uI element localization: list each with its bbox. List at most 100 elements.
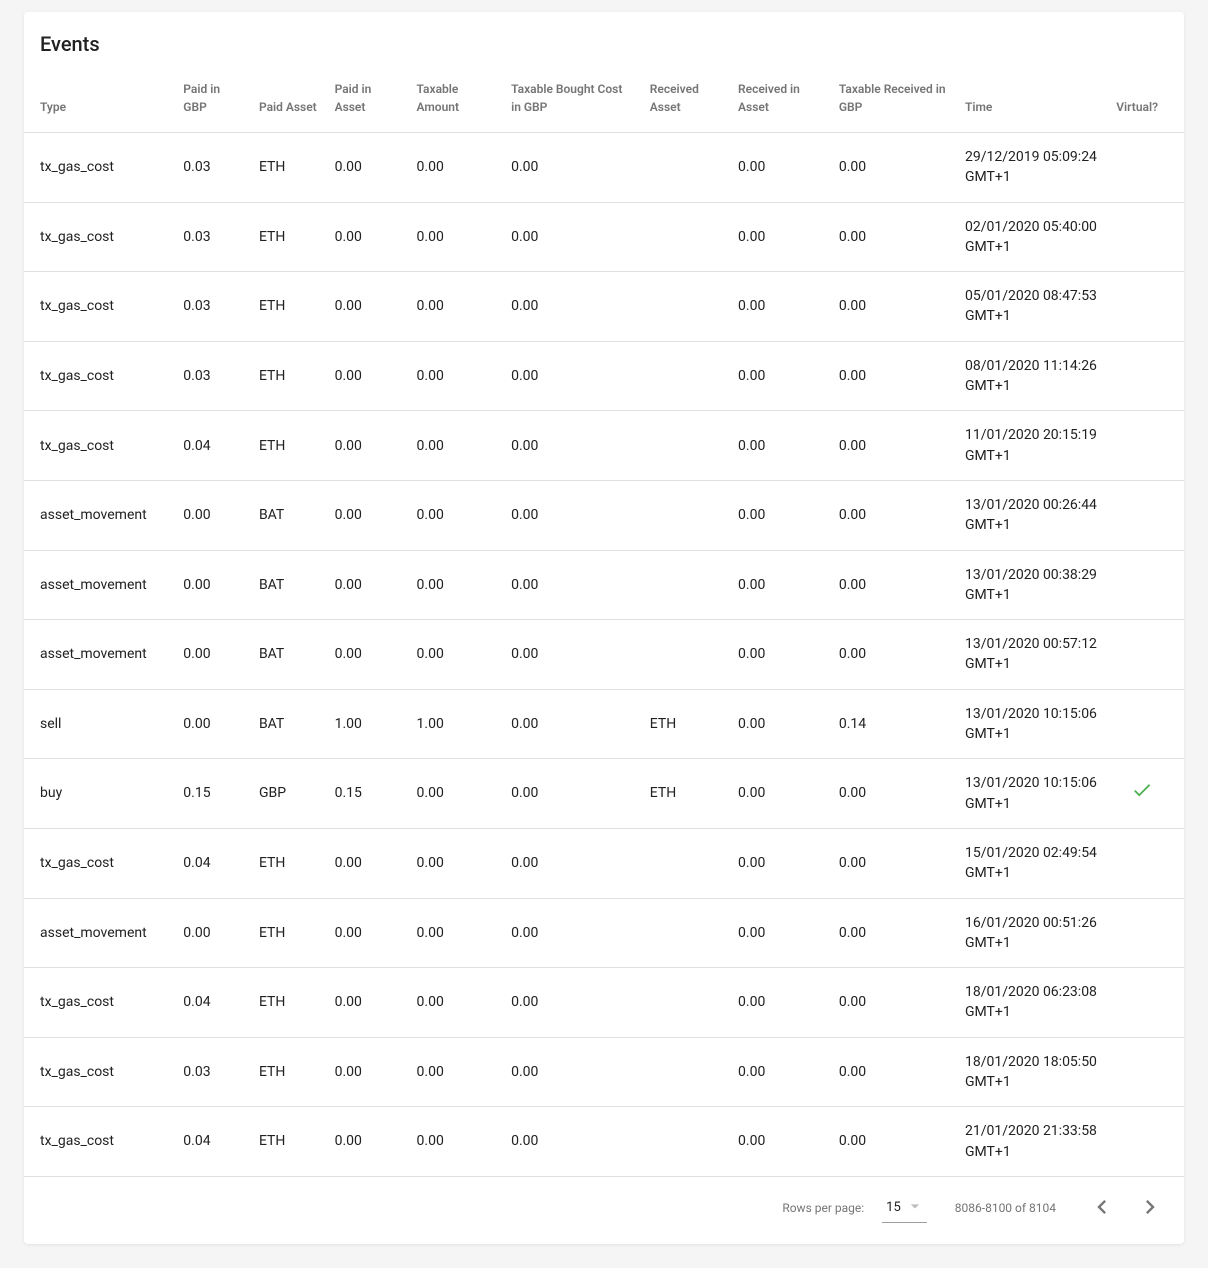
- table-cell: 0.00: [831, 133, 957, 203]
- table-cell: 0.00: [730, 411, 831, 481]
- rows-per-page-select[interactable]: 15: [882, 1194, 927, 1223]
- table-cell: ETH: [251, 1037, 327, 1107]
- table-cell: 0.00: [730, 620, 831, 690]
- table-cell: [642, 480, 730, 550]
- col-header-virtual[interactable]: Virtual?: [1108, 64, 1184, 133]
- col-header-taxable-bought[interactable]: Taxable Bought Cost in GBP: [503, 64, 642, 133]
- table-cell: 0.00: [327, 480, 409, 550]
- table-cell: 18/01/2020 06:23:08 GMT+1: [957, 968, 1108, 1038]
- table-cell: 0.00: [730, 828, 831, 898]
- table-row[interactable]: tx_gas_cost0.03ETH0.000.000.000.000.0002…: [24, 202, 1184, 272]
- table-cell: sell: [24, 689, 175, 759]
- col-header-paid-in-gbp[interactable]: Paid in GBP: [175, 64, 251, 133]
- table-cell: 0.00: [327, 133, 409, 203]
- table-cell: 0.00: [730, 1107, 831, 1177]
- table-cell: BAT: [251, 620, 327, 690]
- table-cell: 0.00: [409, 620, 504, 690]
- events-table: Type Paid in GBP Paid Asset Paid in Asse…: [24, 64, 1184, 1177]
- events-card: Events Type Paid in GBP Paid Asset Paid …: [24, 12, 1184, 1244]
- table-cell: [642, 898, 730, 968]
- table-cell: 0.00: [503, 550, 642, 620]
- virtual-cell: [1108, 480, 1184, 550]
- table-row[interactable]: asset_movement0.00BAT0.000.000.000.000.0…: [24, 620, 1184, 690]
- table-cell: [642, 828, 730, 898]
- table-cell: tx_gas_cost: [24, 968, 175, 1038]
- col-header-taxable-amount[interactable]: Taxable Amount: [409, 64, 504, 133]
- table-cell: 0.03: [175, 133, 251, 203]
- table-cell: 0.00: [831, 272, 957, 342]
- col-header-taxable-received[interactable]: Taxable Received in GBP: [831, 64, 957, 133]
- table-cell: 0.00: [831, 968, 957, 1038]
- table-cell: [642, 133, 730, 203]
- table-cell: 16/01/2020 00:51:26 GMT+1: [957, 898, 1108, 968]
- table-cell: 0.00: [503, 1107, 642, 1177]
- table-row[interactable]: tx_gas_cost0.04ETH0.000.000.000.000.0021…: [24, 1107, 1184, 1177]
- chevron-right-icon: [1136, 1193, 1164, 1224]
- table-cell: 0.00: [327, 1107, 409, 1177]
- table-cell: 0.00: [503, 272, 642, 342]
- col-header-paid-in-asset[interactable]: Paid in Asset: [327, 64, 409, 133]
- table-cell: 0.03: [175, 341, 251, 411]
- col-header-received-asset[interactable]: Received Asset: [642, 64, 730, 133]
- table-row[interactable]: tx_gas_cost0.04ETH0.000.000.000.000.0011…: [24, 411, 1184, 481]
- col-header-received-in-asset[interactable]: Received in Asset: [730, 64, 831, 133]
- table-row[interactable]: sell0.00BAT1.001.000.00ETH0.000.1413/01/…: [24, 689, 1184, 759]
- prev-page-button[interactable]: [1084, 1189, 1120, 1228]
- table-header-row: Type Paid in GBP Paid Asset Paid in Asse…: [24, 64, 1184, 133]
- table-cell: 0.00: [175, 620, 251, 690]
- table-cell: ETH: [251, 133, 327, 203]
- table-cell: 0.00: [175, 480, 251, 550]
- table-cell: 0.00: [409, 968, 504, 1038]
- table-cell: 0.00: [503, 759, 642, 829]
- table-cell: 02/01/2020 05:40:00 GMT+1: [957, 202, 1108, 272]
- table-cell: 08/01/2020 11:14:26 GMT+1: [957, 341, 1108, 411]
- col-header-type[interactable]: Type: [24, 64, 175, 133]
- table-cell: [642, 411, 730, 481]
- table-cell: 0.03: [175, 1037, 251, 1107]
- table-row[interactable]: asset_movement0.00ETH0.000.000.000.000.0…: [24, 898, 1184, 968]
- table-cell: 0.15: [175, 759, 251, 829]
- table-cell: tx_gas_cost: [24, 1037, 175, 1107]
- table-cell: 0.00: [409, 133, 504, 203]
- table-cell: 0.04: [175, 828, 251, 898]
- table-row[interactable]: tx_gas_cost0.03ETH0.000.000.000.000.0008…: [24, 341, 1184, 411]
- table-cell: 13/01/2020 10:15:06 GMT+1: [957, 689, 1108, 759]
- table-row[interactable]: asset_movement0.00BAT0.000.000.000.000.0…: [24, 550, 1184, 620]
- table-cell: 0.00: [730, 1037, 831, 1107]
- table-cell: 0.00: [175, 689, 251, 759]
- table-cell: 0.00: [730, 480, 831, 550]
- table-cell: 0.00: [730, 968, 831, 1038]
- table-cell: 1.00: [409, 689, 504, 759]
- virtual-cell: [1108, 828, 1184, 898]
- virtual-cell: [1108, 550, 1184, 620]
- table-cell: 0.00: [409, 480, 504, 550]
- table-cell: 1.00: [327, 689, 409, 759]
- rows-per-page: Rows per page: 15: [782, 1194, 926, 1223]
- table-cell: BAT: [251, 689, 327, 759]
- table-cell: 0.00: [831, 480, 957, 550]
- table-row[interactable]: tx_gas_cost0.04ETH0.000.000.000.000.0018…: [24, 968, 1184, 1038]
- next-page-button[interactable]: [1132, 1189, 1168, 1228]
- col-header-time[interactable]: Time: [957, 64, 1108, 133]
- table-cell: 0.00: [503, 689, 642, 759]
- table-cell: 0.00: [327, 411, 409, 481]
- table-cell: 0.04: [175, 411, 251, 481]
- table-row[interactable]: tx_gas_cost0.03ETH0.000.000.000.000.0018…: [24, 1037, 1184, 1107]
- table-row[interactable]: asset_movement0.00BAT0.000.000.000.000.0…: [24, 480, 1184, 550]
- table-cell: tx_gas_cost: [24, 1107, 175, 1177]
- table-cell: 13/01/2020 10:15:06 GMT+1: [957, 759, 1108, 829]
- table-row[interactable]: buy0.15GBP0.150.000.00ETH0.000.0013/01/2…: [24, 759, 1184, 829]
- virtual-cell: [1108, 341, 1184, 411]
- table-cell: 0.00: [175, 898, 251, 968]
- col-header-paid-asset[interactable]: Paid Asset: [251, 64, 327, 133]
- table-cell: 0.00: [327, 341, 409, 411]
- table-row[interactable]: tx_gas_cost0.03ETH0.000.000.000.000.0029…: [24, 133, 1184, 203]
- table-row[interactable]: tx_gas_cost0.03ETH0.000.000.000.000.0005…: [24, 272, 1184, 342]
- table-cell: 0.00: [409, 341, 504, 411]
- virtual-cell: [1108, 202, 1184, 272]
- table-row[interactable]: tx_gas_cost0.04ETH0.000.000.000.000.0015…: [24, 828, 1184, 898]
- virtual-cell: [1108, 272, 1184, 342]
- table-cell: 0.00: [327, 272, 409, 342]
- table-cell: 0.15: [327, 759, 409, 829]
- table-cell: 0.00: [409, 1107, 504, 1177]
